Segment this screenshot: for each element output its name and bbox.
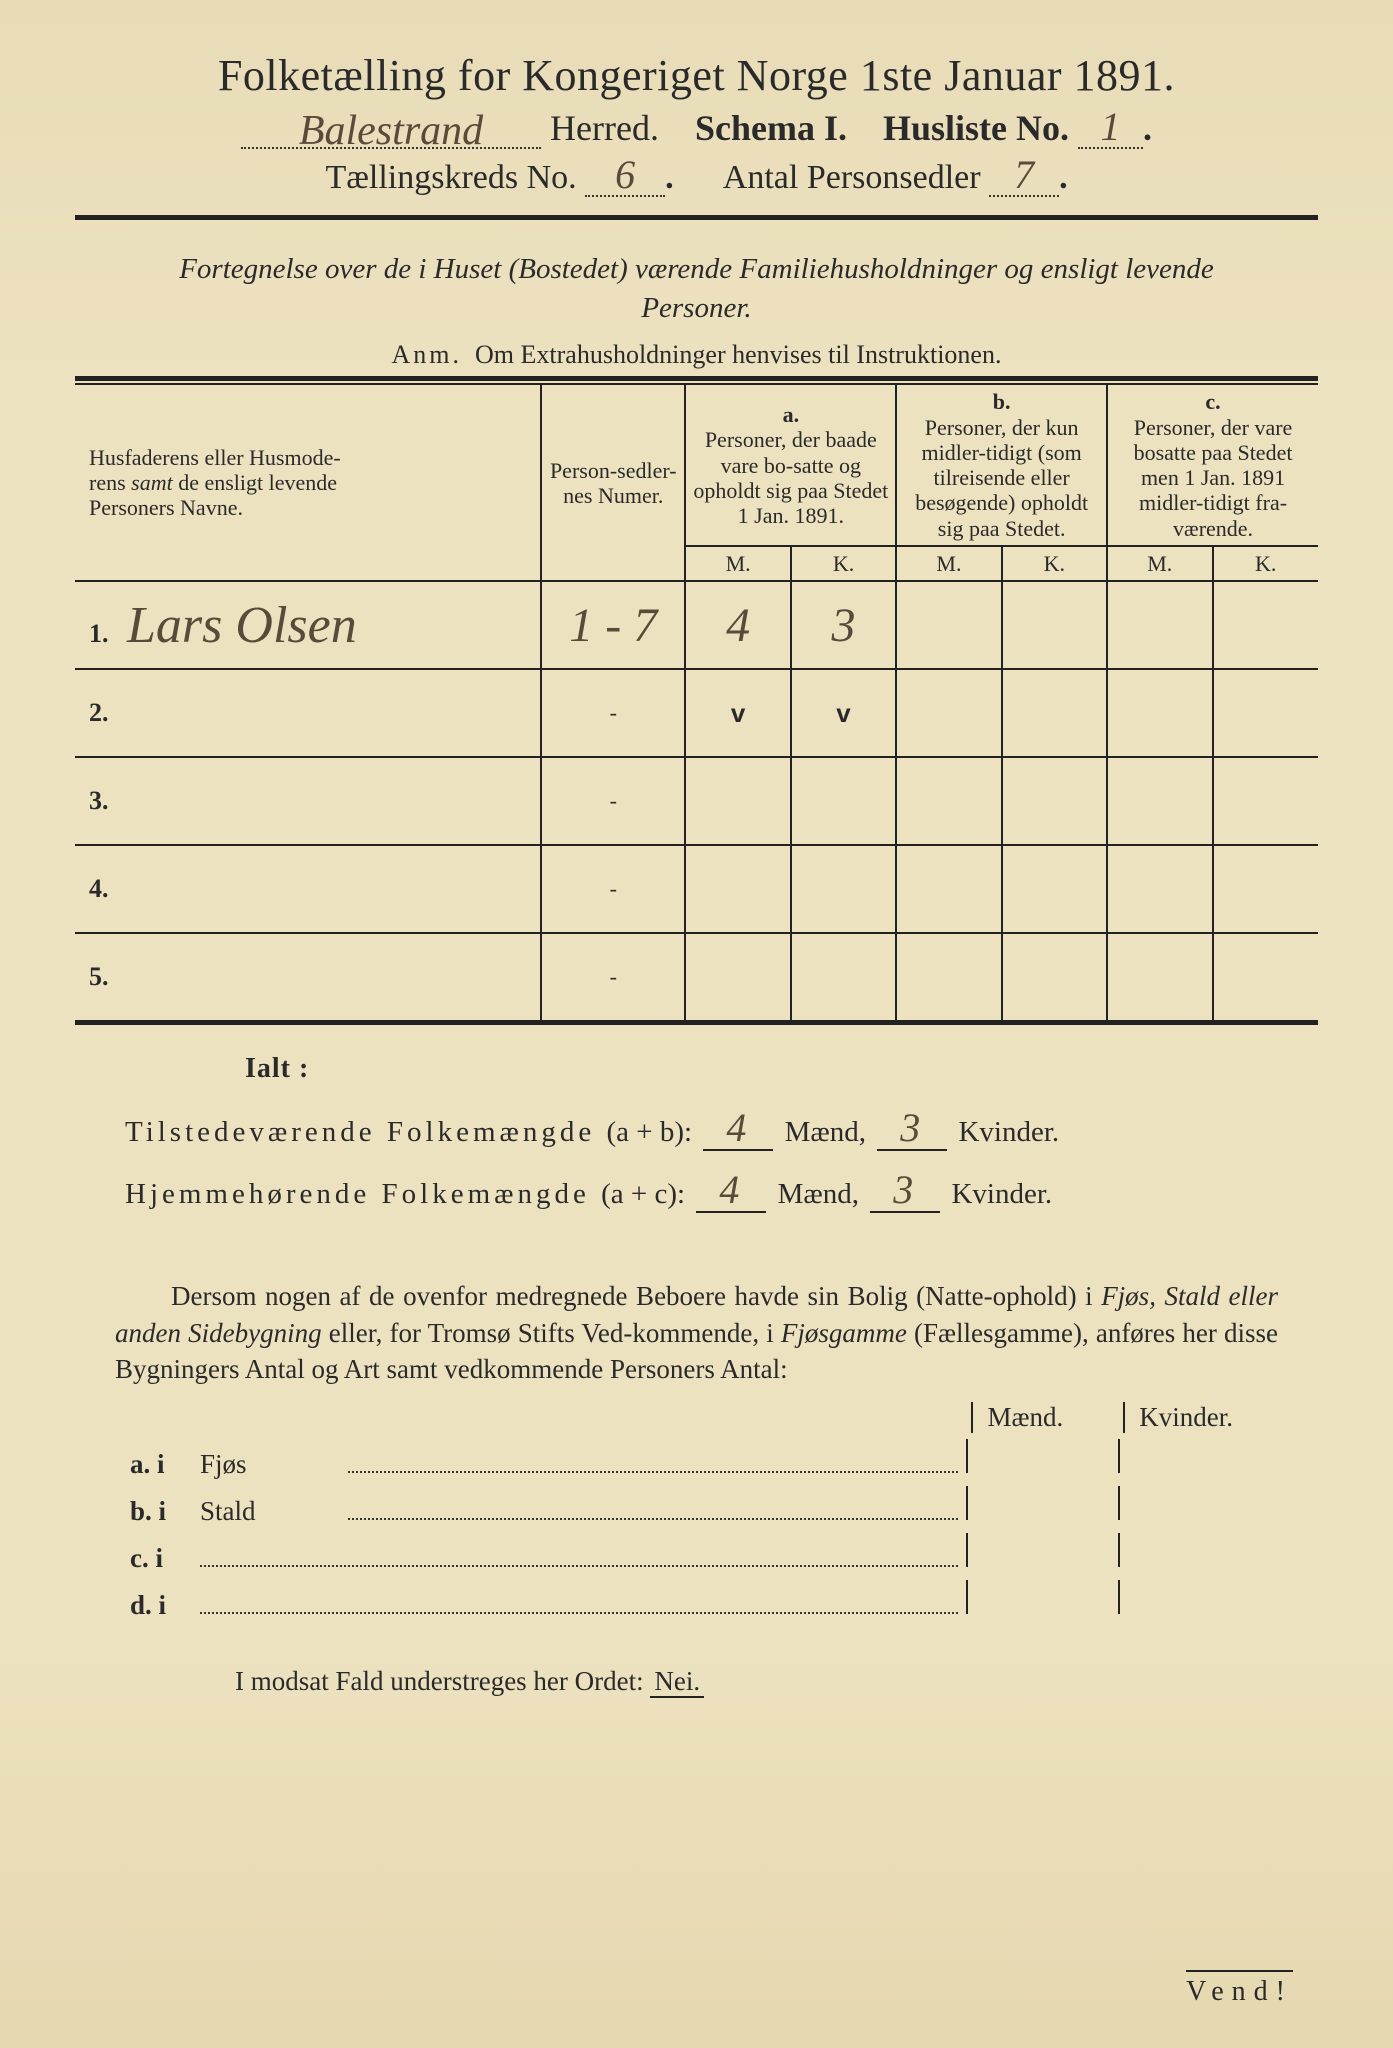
hjemme-k: 3 — [893, 1167, 917, 1212]
col-b-m: M. — [896, 546, 1001, 581]
herred-value: Balestrand — [299, 111, 483, 151]
row-a-k: v — [791, 669, 896, 757]
hjemme-line: Hjemmehørende Folkemængde (a + c): 4 Mæn… — [125, 1165, 1318, 1213]
row-a-k — [791, 933, 896, 1021]
table-row: 5.- — [75, 933, 1318, 1021]
row-a-m — [685, 757, 790, 845]
vend-label: Vend! — [1186, 1970, 1293, 2008]
nei-word: Nei. — [650, 1666, 704, 1698]
mk-headers: Mænd. Kvinder. — [75, 1402, 1318, 1433]
row-b-m — [896, 669, 1001, 757]
row-sedler: - — [541, 757, 685, 845]
row-c-k — [1213, 845, 1319, 933]
antal-label: Antal Personsedler — [723, 159, 981, 196]
header-line-3: Tællingskreds No. 6. Antal Personsedler … — [75, 155, 1318, 197]
row-b-m — [896, 581, 1001, 669]
row-b-k — [1002, 933, 1107, 1021]
divider — [75, 376, 1318, 381]
paragraph: Dersom nogen af de ovenfor medregnede Be… — [115, 1278, 1278, 1387]
modsat-line: I modsat Fald understreges her Ordet: Ne… — [235, 1666, 1318, 1697]
row-c-m — [1107, 933, 1212, 1021]
husliste-label: Husliste No. — [883, 108, 1069, 148]
col-sedler-header: Person-sedler-nes Numer. — [541, 384, 685, 581]
row-c-k — [1213, 581, 1319, 669]
form-header: Folketælling for Kongeriget Norge 1ste J… — [75, 50, 1318, 197]
row-a-k — [791, 757, 896, 845]
col-a-m: M. — [685, 546, 790, 581]
sublist-row-b: b. iStald — [130, 1486, 1278, 1527]
husliste-no: 1 — [1100, 104, 1120, 149]
kreds-no: 6 — [615, 152, 635, 197]
col-a-k: K. — [791, 546, 896, 581]
sublist: a. iFjøs b. iStald c. i d. i — [130, 1439, 1278, 1621]
col-b-k: K. — [1002, 546, 1107, 581]
row-name-cell: 2. — [75, 669, 541, 757]
divider — [75, 215, 1318, 220]
row-b-m — [896, 757, 1001, 845]
row-c-k — [1213, 757, 1319, 845]
row-name-cell: 3. — [75, 757, 541, 845]
anm-text: Om Extrahusholdninger henvises til Instr… — [475, 340, 1001, 369]
maend-col-label: Mænd. — [971, 1402, 1063, 1433]
row-name-cell: 5. — [75, 933, 541, 1021]
row-c-m — [1107, 581, 1212, 669]
sublist-row-c: c. i — [130, 1533, 1278, 1574]
census-form-page: Folketælling for Kongeriget Norge 1ste J… — [0, 0, 1393, 2048]
sublist-row-a: a. iFjøs — [130, 1439, 1278, 1480]
row-c-k — [1213, 933, 1319, 1021]
row-b-m — [896, 933, 1001, 1021]
row-b-k — [1002, 845, 1107, 933]
form-title: Folketælling for Kongeriget Norge 1ste J… — [75, 50, 1318, 101]
row-a-m — [685, 845, 790, 933]
row-name-cell: 4. — [75, 845, 541, 933]
tilstede-m: 4 — [726, 1105, 750, 1150]
sublist-row-d: d. i — [130, 1580, 1278, 1621]
row-name-cell: 1.Lars Olsen — [75, 581, 541, 669]
tilstede-line: Tilstedeværende Folkemængde (a + b): 4 M… — [125, 1103, 1318, 1151]
row-b-m — [896, 845, 1001, 933]
col-c-header: c.Personer, der vare bosatte paa Stedet … — [1107, 384, 1318, 546]
row-a-m: v — [685, 669, 790, 757]
ialt-label: Ialt : — [245, 1053, 1318, 1085]
subtitle: Fortegnelse over de i Huset (Bostedet) v… — [75, 250, 1318, 328]
row-b-k — [1002, 669, 1107, 757]
row-c-m — [1107, 757, 1212, 845]
row-c-m — [1107, 845, 1212, 933]
herred-label: Herred. — [550, 108, 659, 148]
annotation-line: Anm. Om Extrahusholdninger henvises til … — [75, 340, 1318, 370]
census-table: Husfaderens eller Husmode- rens samt de … — [75, 383, 1318, 1022]
tilstede-k: 3 — [900, 1105, 924, 1150]
row-c-m — [1107, 669, 1212, 757]
row-a-m: 4 — [685, 581, 790, 669]
table-row: 2.-vv — [75, 669, 1318, 757]
col-c-m: M. — [1107, 546, 1212, 581]
table-row: 3.- — [75, 757, 1318, 845]
col-a-header: a.Personer, der baade vare bo-satte og o… — [685, 384, 896, 546]
antal-no: 7 — [1014, 152, 1034, 197]
table-row: 4.- — [75, 845, 1318, 933]
col-b-header: b.Personer, der kun midler-tidigt (som t… — [896, 384, 1107, 546]
kvinder-col-label: Kvinder. — [1123, 1402, 1233, 1433]
kreds-label: Tællingskreds No. — [325, 159, 576, 196]
schema-label: Schema I. — [695, 108, 847, 148]
row-a-k — [791, 845, 896, 933]
row-c-k — [1213, 669, 1319, 757]
col-c-k: K. — [1213, 546, 1319, 581]
row-b-k — [1002, 757, 1107, 845]
row-sedler: - — [541, 933, 685, 1021]
hjemme-m: 4 — [719, 1167, 743, 1212]
row-a-k: 3 — [791, 581, 896, 669]
anm-label: Anm. — [392, 340, 463, 369]
table-row: 1.Lars Olsen1 - 743 — [75, 581, 1318, 669]
row-b-k — [1002, 581, 1107, 669]
row-sedler: - — [541, 845, 685, 933]
header-line-2: Balestrand Herred. Schema I. Husliste No… — [75, 107, 1318, 149]
row-a-m — [685, 933, 790, 1021]
row-sedler: - — [541, 669, 685, 757]
col-name-header: Husfaderens eller Husmode- rens samt de … — [75, 384, 541, 581]
row-sedler: 1 - 7 — [541, 581, 685, 669]
